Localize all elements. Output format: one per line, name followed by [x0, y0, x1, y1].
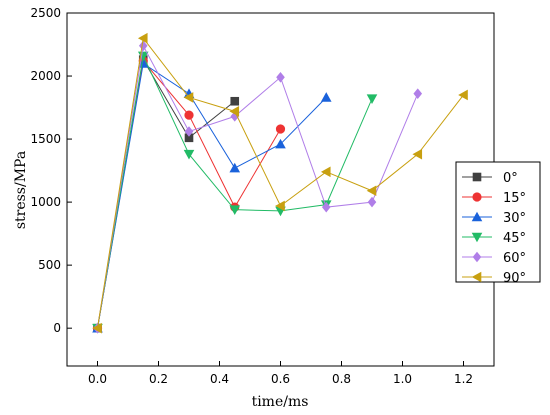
data-point-triangle-left [92, 322, 102, 334]
data-point-triangle-left [471, 271, 482, 283]
y-axis-ticks: 0 500 1000 1500 2000 2500 [30, 6, 72, 335]
data-point-triangle-left [183, 92, 194, 103]
data-point-diamond [321, 201, 331, 213]
x-tick-label: 1.2 [454, 372, 473, 386]
series-layer [92, 32, 468, 334]
data-point-diamond [472, 251, 482, 263]
data-point-circle [275, 124, 286, 134]
series-line [97, 44, 419, 329]
legend-label: 15° [503, 191, 526, 206]
data-point-triangle-left [320, 166, 331, 178]
legend: 0° 15° 30° 45° 60° 90° [455, 161, 541, 286]
series-line [97, 62, 327, 329]
data-point-triangle-up [229, 162, 241, 173]
x-tick-label: 0.0 [88, 372, 107, 386]
data-point-circle [184, 110, 194, 120]
x-axis-label: time/ms [252, 394, 309, 410]
data-point-triangle-left [412, 148, 423, 160]
data-point-triangle-left [137, 32, 148, 44]
y-tick-label: 1000 [30, 195, 61, 209]
data-point-triangle-left [275, 200, 285, 212]
legend-label: 60° [503, 251, 526, 266]
x-axis-ticks: 0.0 0.2 0.4 0.6 0.8 1.0 1.2 [88, 361, 473, 386]
y-tick-label: 2500 [30, 6, 61, 20]
data-point-triangle-down [229, 205, 241, 215]
legend-box [455, 161, 541, 283]
legend-label: 30° [503, 211, 526, 226]
x-tick-label: 0.8 [332, 372, 351, 386]
data-point-triangle-left [229, 106, 240, 117]
x-tick-label: 1.0 [393, 372, 412, 386]
data-point-triangle-left [458, 89, 468, 101]
data-point-square [472, 172, 482, 182]
data-point-diamond [184, 126, 194, 137]
data-point-triangle-up [275, 138, 286, 149]
y-axis-label: stress/MPa [13, 151, 29, 229]
x-tick-label: 0.2 [149, 372, 168, 386]
data-point-square [230, 96, 240, 106]
data-point-triangle-left [366, 185, 377, 197]
series-5 [92, 32, 468, 334]
y-tick-label: 0 [53, 321, 61, 335]
series-4 [93, 40, 423, 334]
data-point-triangle-up [137, 58, 149, 68]
data-point-triangle-up [471, 211, 483, 222]
y-tick-label: 500 [38, 258, 61, 272]
data-point-triangle-down [183, 149, 195, 160]
legend-label: 45° [503, 231, 526, 246]
data-point-triangle-up [320, 92, 332, 102]
data-point-triangle-down [366, 94, 378, 105]
x-tick-label: 0.6 [271, 372, 290, 386]
data-point-diamond [367, 196, 377, 208]
legend-label: 0° [503, 171, 518, 186]
data-point-square [184, 133, 194, 143]
data-point-triangle-down [471, 232, 483, 243]
legend-label: 90° [503, 271, 526, 286]
y-tick-label: 1500 [30, 132, 61, 146]
data-point-diamond [276, 71, 285, 83]
data-point-diamond [413, 88, 423, 99]
data-point-diamond [138, 40, 148, 52]
data-point-circle [472, 192, 482, 202]
x-tick-label: 0.4 [210, 372, 229, 386]
y-tick-label: 2000 [30, 69, 61, 83]
